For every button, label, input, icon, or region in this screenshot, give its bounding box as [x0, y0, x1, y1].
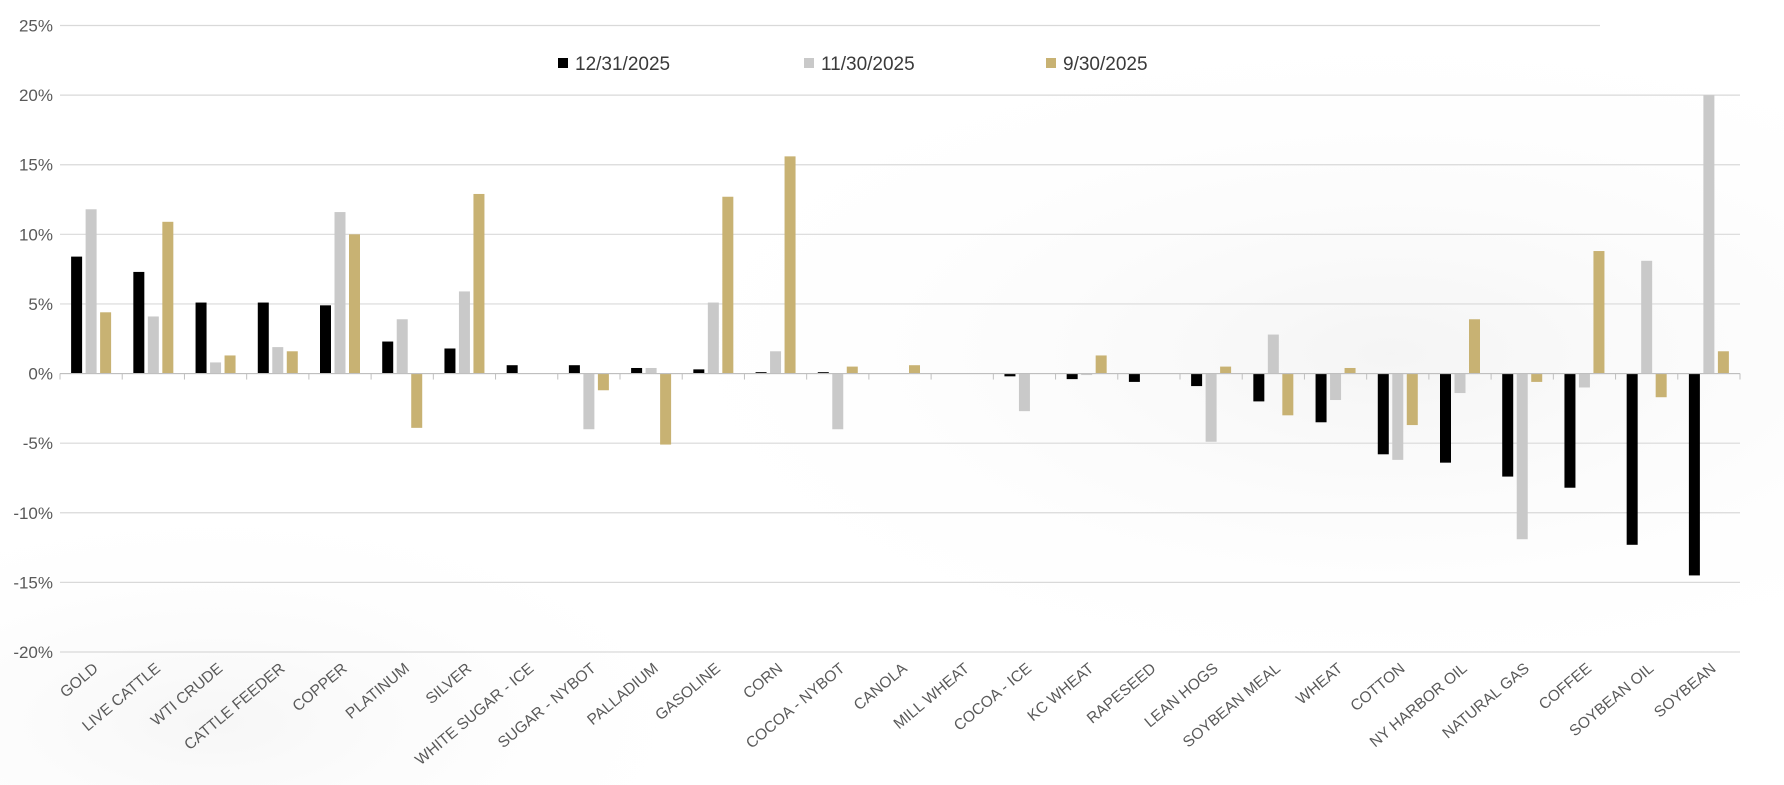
bar-soybean-oil-series-0	[1626, 373, 1638, 545]
bar-silver-series-2	[473, 193, 485, 374]
bar-cattle-feeder-series-1	[272, 347, 284, 374]
bar-natural-gas-series-1	[1516, 373, 1528, 540]
bar-soybean-series-1	[1703, 95, 1715, 374]
bar-cattle-feeder-series-0	[257, 302, 269, 374]
y-tick-label-2: 15%	[19, 156, 53, 175]
bar-copper-series-2	[349, 234, 360, 374]
legend-label-2: 9/30/2025	[1063, 54, 1148, 75]
bars	[71, 95, 1729, 576]
bar-white-sugar-ice-series-0	[506, 365, 518, 374]
bar-cotton-series-1	[1392, 373, 1404, 460]
bar-wti-crude-series-1	[210, 362, 222, 374]
bar-gasoline-series-1	[707, 302, 719, 374]
bar-silver-series-1	[458, 291, 470, 374]
bar-wheat-series-0	[1315, 373, 1327, 423]
bar-cotton-series-0	[1377, 373, 1389, 455]
legend-swatch-2	[1046, 58, 1056, 68]
legend-label-1: 11/30/2025	[821, 54, 915, 75]
bar-natural-gas-series-2	[1531, 373, 1543, 382]
bar-cocoa-nybot-series-0	[817, 372, 829, 374]
bar-kc-wheat-series-1	[1081, 373, 1093, 376]
bar-gasoline-series-2	[722, 196, 734, 374]
bar-soybean-meal-series-2	[1282, 373, 1294, 416]
legend-swatch-0	[558, 58, 568, 68]
bar-cotton-series-2	[1406, 373, 1418, 426]
bar-corn-series-0	[755, 372, 767, 374]
bar-lean-hogs-series-0	[1191, 373, 1203, 387]
bar-gold-series-0	[71, 256, 83, 374]
bar-soybean-meal-series-1	[1267, 334, 1279, 374]
bar-gold-series-2	[100, 312, 112, 374]
bar-kc-wheat-series-2	[1095, 355, 1107, 374]
y-tick-label-1: 20%	[19, 86, 53, 105]
bar-corn-series-2	[784, 156, 796, 374]
bar-copper-series-1	[334, 212, 346, 374]
bar-live-cattle-series-0	[133, 271, 145, 374]
bar-wheat-series-1	[1330, 373, 1342, 401]
y-tick-label-9: -20%	[13, 643, 53, 662]
bar-sugar-nybot-series-2	[597, 373, 609, 391]
bar-coffee-series-2	[1593, 251, 1605, 374]
bar-sugar-nybot-series-0	[568, 365, 580, 374]
bar-corn-series-1	[770, 351, 782, 374]
bar-sugar-nybot-series-1	[583, 373, 595, 430]
bar-platinum-series-2	[411, 373, 423, 428]
legend: 12/31/2025 11/30/2025 9/30/2025	[558, 54, 1148, 75]
y-tick-label-4: 5%	[28, 295, 53, 314]
bar-gold-series-1	[85, 209, 97, 374]
bar-soybean-oil-series-1	[1641, 260, 1653, 374]
bar-soybean-meal-series-0	[1253, 373, 1265, 402]
bar-rapeseed-series-0	[1128, 373, 1140, 382]
bar-ny-harbor-oil-series-0	[1440, 373, 1451, 463]
bar-ny-harbor-oil-series-2	[1469, 319, 1480, 374]
bar-soybean-oil-series-2	[1655, 373, 1667, 398]
y-tick-label-0: 25%	[19, 17, 53, 36]
y-tick-label-3: 10%	[19, 225, 53, 244]
bar-live-cattle-series-2	[162, 221, 174, 374]
bar-palladium-series-2	[660, 373, 672, 445]
bar-cocoa-nybot-series-1	[832, 373, 844, 430]
bar-cocoa-ice-series-0	[1004, 373, 1016, 377]
legend-label-0: 12/31/2025	[575, 54, 670, 75]
bar-lean-hogs-series-2	[1220, 366, 1232, 374]
bar-live-cattle-series-1	[147, 316, 159, 374]
bar-copper-series-0	[320, 305, 331, 374]
bar-wti-crude-series-2	[224, 355, 236, 374]
bar-lean-hogs-series-1	[1205, 373, 1217, 442]
bar-coffee-series-0	[1564, 373, 1576, 488]
bar-coffee-series-1	[1578, 373, 1590, 388]
bar-natural-gas-series-0	[1502, 373, 1514, 477]
bar-platinum-series-0	[382, 341, 394, 374]
bar-wti-crude-series-0	[195, 302, 207, 374]
bar-wheat-series-2	[1344, 367, 1356, 374]
bar-ny-harbor-oil-series-1	[1454, 373, 1466, 394]
bar-soybean-series-0	[1688, 373, 1700, 576]
bar-gasoline-series-0	[693, 369, 705, 374]
bar-palladium-series-0	[631, 367, 643, 374]
legend-swatch-1	[804, 58, 814, 68]
bar-canola-series-2	[909, 365, 920, 374]
y-tick-label-6: -5%	[23, 434, 53, 453]
y-tick-label-7: -10%	[13, 504, 53, 523]
bar-palladium-series-1	[645, 367, 657, 374]
bar-cocoa-nybot-series-2	[846, 366, 858, 374]
bar-platinum-series-1	[396, 319, 408, 374]
bar-kc-wheat-series-0	[1066, 373, 1078, 380]
y-tick-label-8: -15%	[13, 573, 53, 592]
bar-cocoa-ice-series-1	[1018, 373, 1030, 412]
y-tick-label-5: 0%	[28, 365, 53, 384]
bar-cattle-feeder-series-2	[286, 351, 298, 374]
bar-soybean-series-2	[1717, 351, 1729, 374]
bar-silver-series-0	[444, 348, 456, 374]
